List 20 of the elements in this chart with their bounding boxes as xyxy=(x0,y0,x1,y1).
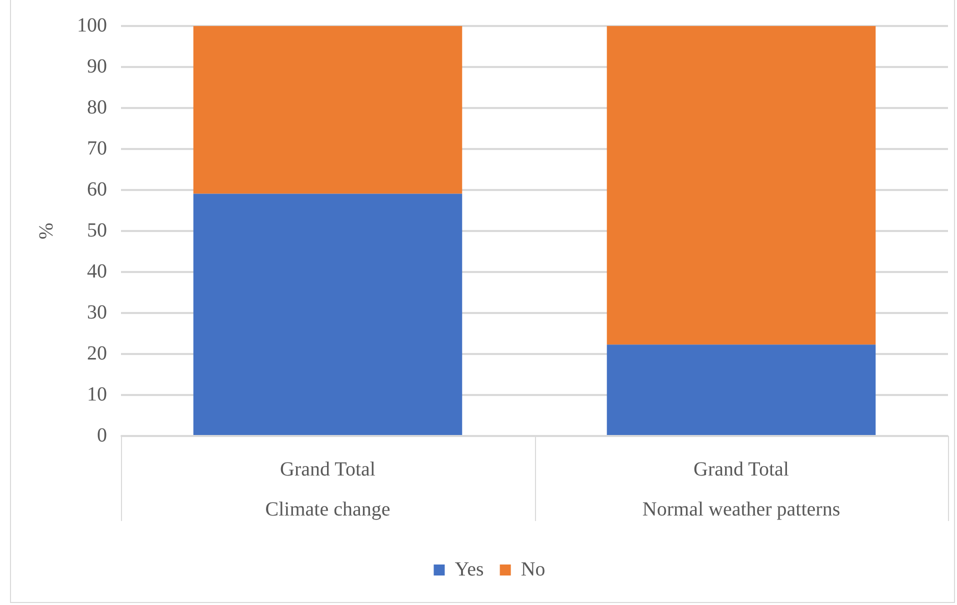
y-tick-label: 60 xyxy=(87,178,107,200)
y-tick-label: 50 xyxy=(87,219,107,242)
y-tick-label: 10 xyxy=(87,383,107,406)
y-tick-label: 100 xyxy=(77,14,107,36)
y-tick-label: 20 xyxy=(87,342,107,364)
y-tick-label: 90 xyxy=(87,55,107,78)
y-tick-label: 80 xyxy=(87,96,107,118)
y-tick-label: 30 xyxy=(87,301,107,324)
bar xyxy=(193,26,462,194)
bar xyxy=(606,26,876,345)
y-axis-title: % xyxy=(35,222,58,240)
bar xyxy=(193,194,462,435)
x-tick-label: Grand Total Normal weather patterns xyxy=(642,458,840,520)
x-tick-label: Grand Total Climate change xyxy=(265,458,390,520)
y-tick-label: 0 xyxy=(97,424,107,446)
legend-label: Yes xyxy=(454,558,484,580)
y-tick-label: 70 xyxy=(87,137,107,160)
y-tick-label: 40 xyxy=(87,260,107,282)
bar xyxy=(606,344,876,435)
legend-label: No xyxy=(520,558,546,580)
